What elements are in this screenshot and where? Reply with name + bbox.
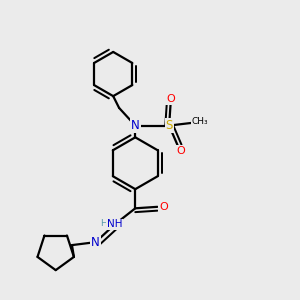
Text: NH: NH xyxy=(107,220,122,230)
Text: H: H xyxy=(100,218,107,227)
Text: N: N xyxy=(131,119,140,132)
Text: O: O xyxy=(159,202,168,212)
Text: CH₃: CH₃ xyxy=(192,117,208,126)
Text: CH₃: CH₃ xyxy=(192,117,208,126)
Text: N: N xyxy=(91,236,100,249)
Text: S: S xyxy=(166,119,173,132)
Text: O: O xyxy=(176,146,185,156)
Text: N: N xyxy=(91,236,100,249)
Text: O: O xyxy=(176,146,185,156)
Text: O: O xyxy=(159,202,168,212)
Text: O: O xyxy=(166,94,175,104)
Text: S: S xyxy=(166,119,173,132)
Text: N: N xyxy=(131,119,140,132)
Text: O: O xyxy=(166,94,175,104)
Text: NH: NH xyxy=(105,220,121,230)
